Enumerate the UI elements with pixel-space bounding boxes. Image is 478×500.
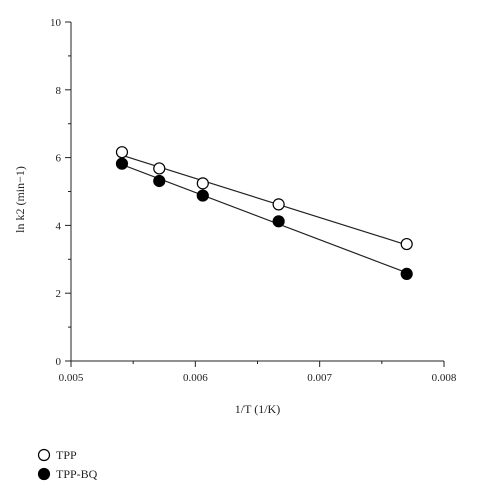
y-tick-label: 0 (56, 356, 62, 368)
y-axis-label: ln k2 (min−1) (13, 166, 27, 233)
data-point-series-0 (196, 177, 209, 190)
x-tick-label: 0.005 (59, 372, 84, 384)
data-point-series-0 (400, 237, 413, 251)
data-point-series-0 (115, 146, 129, 159)
x-ticks: 0.005 0.006 0.007 0.008 (59, 361, 457, 384)
legend-marker (37, 448, 51, 462)
data-point-series-1 (153, 174, 166, 188)
legend-marker (37, 467, 51, 481)
legend: TPP TPP-BQ (37, 448, 98, 481)
y-ticks: 0 2 4 6 8 10 (50, 17, 71, 368)
fit-line-series-0 (121, 154, 407, 246)
x-tick-label: 0.008 (432, 372, 457, 384)
x-tick-label: 0.007 (307, 372, 332, 384)
legend-label: TPP-BQ (56, 467, 98, 481)
data-point-series-1 (115, 157, 129, 170)
legend-label: TPP (56, 448, 77, 462)
x-tick-label: 0.006 (183, 372, 208, 384)
data-point-series-0 (272, 198, 285, 211)
y-tick-label: 8 (56, 85, 62, 97)
y-tick-label: 2 (56, 288, 62, 300)
y-tick-label: 10 (50, 17, 62, 29)
data-point-series-1 (196, 189, 209, 202)
data-points (115, 146, 413, 280)
plot-area: 0.005 0.006 0.007 0.008 0 2 4 6 8 10 (50, 17, 457, 384)
y-tick-label: 4 (56, 220, 62, 232)
y-tick-label: 6 (56, 153, 62, 165)
fit-line-series-1 (121, 164, 407, 274)
data-point-series-1 (400, 267, 413, 280)
data-point-series-1 (272, 215, 285, 228)
data-point-series-0 (153, 162, 166, 175)
fit-lines (121, 154, 407, 274)
x-axis-label: 1/T (1/K) (235, 402, 280, 416)
